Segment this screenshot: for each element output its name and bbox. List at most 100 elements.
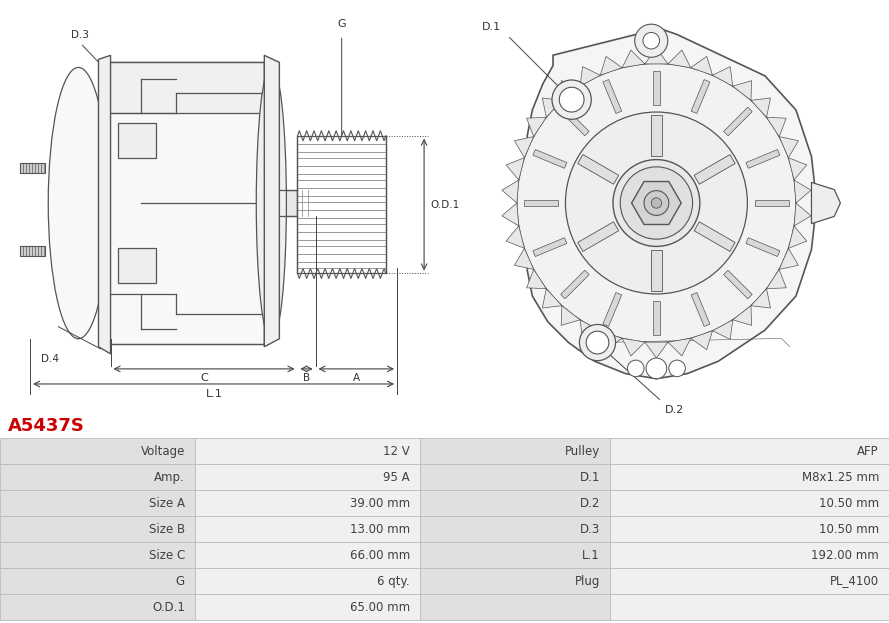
Bar <box>20 246 45 256</box>
Polygon shape <box>755 200 789 206</box>
Circle shape <box>517 64 796 343</box>
Text: 95 A: 95 A <box>383 470 410 483</box>
Text: 192.00 mm: 192.00 mm <box>812 548 879 561</box>
Polygon shape <box>515 136 533 158</box>
Bar <box>610 542 889 568</box>
Polygon shape <box>622 338 645 356</box>
Bar <box>38 246 41 256</box>
Bar <box>420 490 610 516</box>
Circle shape <box>669 360 685 377</box>
Text: A: A <box>353 373 360 383</box>
Polygon shape <box>526 117 546 136</box>
Polygon shape <box>724 270 752 299</box>
Circle shape <box>586 331 609 354</box>
Ellipse shape <box>256 65 286 341</box>
Text: Size B: Size B <box>148 523 185 536</box>
Bar <box>108 62 264 113</box>
Polygon shape <box>789 158 806 180</box>
Bar <box>29 246 32 256</box>
Text: C: C <box>200 373 208 383</box>
Polygon shape <box>766 117 786 136</box>
Polygon shape <box>603 293 621 326</box>
Polygon shape <box>691 331 712 350</box>
Polygon shape <box>264 55 279 347</box>
Polygon shape <box>600 331 622 350</box>
Bar <box>195 542 420 568</box>
Text: PL_4100: PL_4100 <box>829 574 879 587</box>
Bar <box>420 542 610 568</box>
Polygon shape <box>561 80 581 100</box>
Bar <box>195 568 420 594</box>
Polygon shape <box>645 342 668 358</box>
Polygon shape <box>578 155 619 184</box>
Polygon shape <box>733 306 752 325</box>
Bar <box>38 163 41 173</box>
Bar <box>610 568 889 594</box>
Polygon shape <box>751 288 771 308</box>
Text: D.2: D.2 <box>665 404 684 414</box>
Circle shape <box>621 167 693 239</box>
Polygon shape <box>645 48 668 64</box>
Polygon shape <box>561 306 581 325</box>
Bar <box>117 123 156 158</box>
Circle shape <box>628 360 644 377</box>
Bar <box>32 246 36 256</box>
Bar <box>20 163 23 173</box>
Text: D.4: D.4 <box>41 354 60 364</box>
Bar <box>20 246 23 256</box>
Polygon shape <box>515 249 533 269</box>
Bar <box>610 594 889 620</box>
Circle shape <box>644 191 669 216</box>
Polygon shape <box>751 98 771 117</box>
Bar <box>298 136 386 273</box>
Text: M8x1.25 mm: M8x1.25 mm <box>802 470 879 483</box>
Polygon shape <box>694 222 735 252</box>
Polygon shape <box>99 55 110 354</box>
Bar <box>0 464 195 490</box>
Text: 39.00 mm: 39.00 mm <box>350 497 410 510</box>
Polygon shape <box>779 136 798 158</box>
Text: Pulley: Pulley <box>565 445 600 457</box>
Bar <box>279 190 298 216</box>
Polygon shape <box>812 183 840 224</box>
Text: Size A: Size A <box>149 497 185 510</box>
Text: L.1: L.1 <box>205 389 222 399</box>
Text: G: G <box>337 19 346 29</box>
Polygon shape <box>746 238 780 257</box>
Polygon shape <box>653 301 660 335</box>
Polygon shape <box>691 80 710 113</box>
Circle shape <box>646 358 667 379</box>
Polygon shape <box>533 150 567 168</box>
Polygon shape <box>526 269 546 288</box>
Polygon shape <box>600 56 622 75</box>
Bar <box>610 516 889 542</box>
Text: D.1: D.1 <box>482 22 501 32</box>
Text: 6 qty.: 6 qty. <box>377 574 410 587</box>
Polygon shape <box>794 180 811 203</box>
Polygon shape <box>766 269 786 288</box>
Circle shape <box>643 32 660 49</box>
Text: D.3: D.3 <box>71 31 90 40</box>
Polygon shape <box>668 50 691 68</box>
Polygon shape <box>527 27 817 379</box>
Polygon shape <box>542 288 562 308</box>
Text: D.2: D.2 <box>580 497 600 510</box>
Polygon shape <box>525 200 558 206</box>
Text: 12 V: 12 V <box>383 445 410 457</box>
Ellipse shape <box>48 67 108 339</box>
Text: AFP: AFP <box>857 445 879 457</box>
Bar <box>41 246 44 256</box>
Bar <box>610 464 889 490</box>
Bar <box>195 594 420 620</box>
Bar <box>20 163 45 173</box>
Polygon shape <box>652 250 661 291</box>
Polygon shape <box>581 320 600 340</box>
Polygon shape <box>603 80 621 113</box>
Bar <box>195 516 420 542</box>
Bar <box>420 568 610 594</box>
Polygon shape <box>506 226 525 249</box>
Polygon shape <box>691 56 712 75</box>
Bar <box>26 163 29 173</box>
Text: L.1: L.1 <box>582 548 600 561</box>
Bar <box>195 464 420 490</box>
